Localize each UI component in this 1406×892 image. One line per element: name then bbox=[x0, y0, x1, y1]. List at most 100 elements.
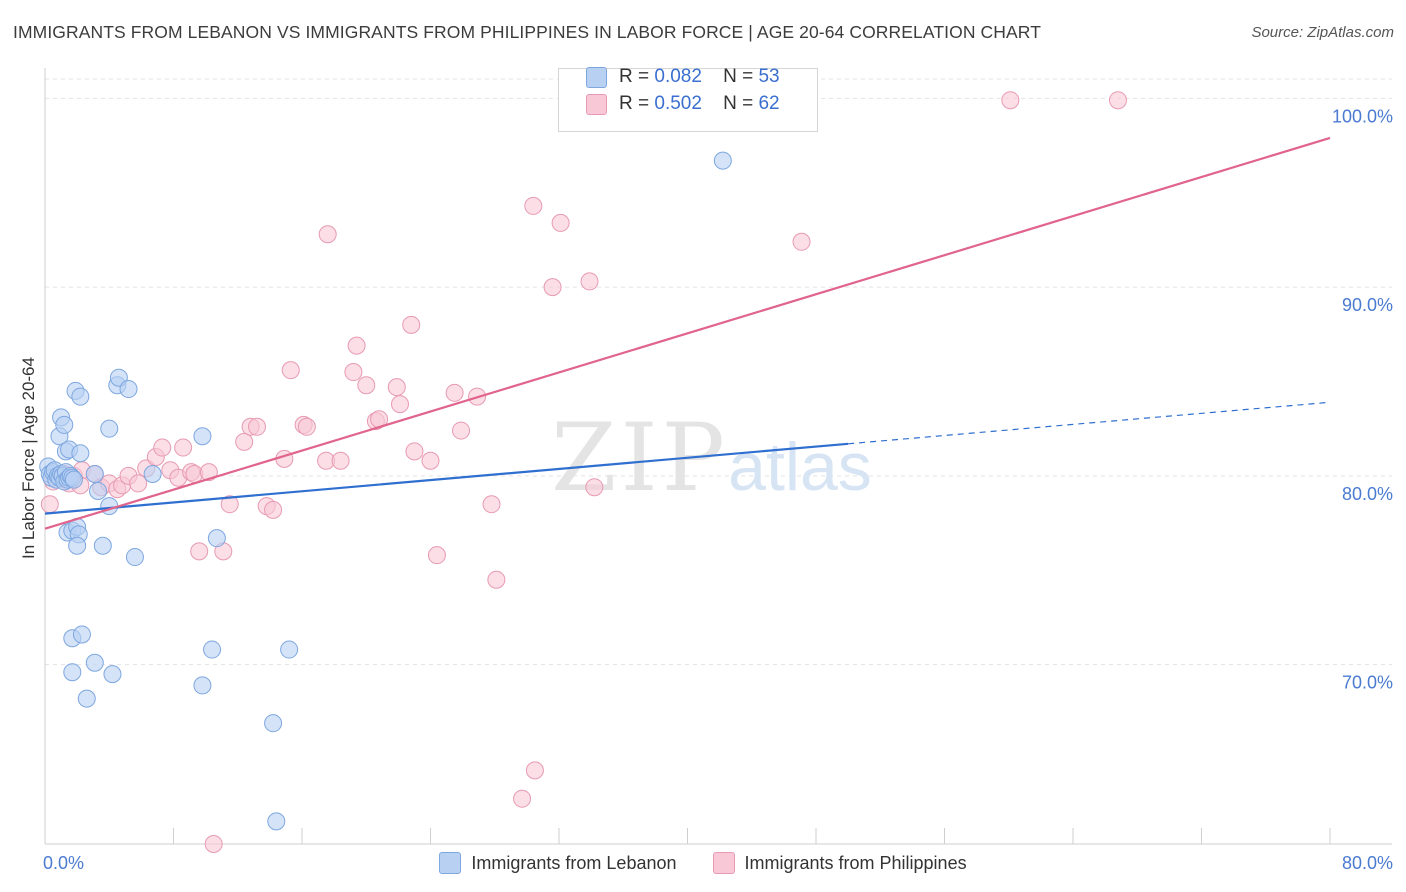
legend-n-value-philippines: 62 bbox=[758, 93, 780, 114]
data-point-lebanon bbox=[267, 812, 286, 831]
data-point-lebanon bbox=[100, 419, 119, 438]
y-tick-label: 100.0% bbox=[1332, 106, 1393, 126]
data-point-philippines bbox=[524, 196, 543, 215]
data-point-lebanon bbox=[193, 676, 212, 695]
data-point-philippines bbox=[347, 336, 366, 355]
legend-n-value-lebanon: 53 bbox=[758, 66, 780, 87]
legend-r-value-philippines: 0.502 bbox=[654, 93, 702, 114]
data-point-philippines bbox=[204, 835, 223, 853]
y-tick-label: 80.0% bbox=[1342, 484, 1393, 504]
data-point-lebanon bbox=[125, 548, 144, 567]
data-point-lebanon bbox=[93, 536, 112, 555]
trend-lines bbox=[44, 136, 1331, 530]
legend-n-label: N = bbox=[723, 93, 754, 114]
data-point-philippines bbox=[792, 232, 811, 251]
watermark-zip: ZIP bbox=[551, 404, 729, 513]
legend-text-lebanon: R = 0.082 N = 53 bbox=[619, 66, 780, 88]
data-point-lebanon bbox=[203, 640, 222, 659]
legend-r-value-lebanon: 0.082 bbox=[654, 66, 702, 87]
data-point-philippines bbox=[129, 474, 148, 493]
data-point-philippines bbox=[40, 495, 59, 514]
series-lebanon-points bbox=[39, 151, 732, 831]
series-legend-philippines[interactable]: Immigrants from Philippines bbox=[712, 852, 967, 874]
data-point-philippines bbox=[318, 225, 337, 244]
data-point-philippines bbox=[248, 417, 267, 436]
series-swatch-philippines bbox=[712, 852, 735, 874]
legend-r-label: R = bbox=[619, 93, 650, 114]
data-point-lebanon bbox=[264, 714, 283, 733]
data-point-philippines bbox=[482, 495, 501, 514]
chart-title: IMMIGRANTS FROM LEBANON VS IMMIGRANTS FR… bbox=[13, 22, 1041, 42]
data-point-philippines bbox=[297, 417, 316, 436]
data-point-lebanon bbox=[71, 387, 90, 406]
data-point-philippines bbox=[235, 432, 254, 451]
trend-line-philippines bbox=[44, 136, 1331, 530]
data-point-lebanon bbox=[64, 470, 83, 489]
data-point-philippines bbox=[174, 438, 193, 457]
data-point-lebanon bbox=[68, 536, 87, 555]
data-point-philippines bbox=[525, 761, 544, 780]
data-point-philippines bbox=[427, 546, 446, 565]
series-swatch-lebanon bbox=[439, 852, 462, 874]
series-legend: Immigrants from Lebanon Immigrants from … bbox=[0, 852, 1406, 874]
legend-swatch-philippines bbox=[586, 93, 607, 115]
legend-text-philippines: R = 0.502 N = 62 bbox=[619, 93, 780, 115]
y-tick-label: 90.0% bbox=[1342, 295, 1393, 315]
data-point-philippines bbox=[585, 478, 604, 497]
x-tick-label: 80.0% bbox=[1342, 853, 1393, 873]
watermark-atlas: atlas bbox=[728, 429, 872, 505]
data-point-philippines bbox=[344, 363, 363, 382]
axes bbox=[44, 68, 1392, 845]
data-point-lebanon bbox=[143, 464, 162, 483]
series-label-philippines: Immigrants from Philippines bbox=[744, 852, 967, 873]
watermark: ZIP atlas bbox=[551, 404, 872, 513]
data-point-lebanon bbox=[713, 151, 732, 170]
source-credit: Source: ZipAtlas.com bbox=[1251, 24, 1394, 41]
data-point-lebanon bbox=[72, 625, 91, 644]
legend-n-label: N = bbox=[723, 66, 754, 87]
data-point-lebanon bbox=[207, 529, 226, 548]
data-point-lebanon bbox=[89, 481, 108, 500]
data-point-philippines bbox=[551, 213, 570, 232]
series-label-lebanon: Immigrants from Lebanon bbox=[471, 852, 677, 873]
x-tick-label: 0.0% bbox=[43, 853, 84, 873]
data-point-philippines bbox=[220, 495, 239, 514]
data-point-philippines bbox=[153, 438, 172, 457]
data-point-philippines bbox=[281, 361, 300, 380]
y-tick-label: 70.0% bbox=[1342, 673, 1393, 693]
data-point-philippines bbox=[580, 272, 599, 291]
trend-line-lebanon bbox=[44, 442, 849, 515]
data-point-philippines bbox=[387, 378, 406, 397]
legend-swatch-lebanon bbox=[586, 66, 607, 88]
legend-r-label: R = bbox=[619, 66, 650, 87]
tick-labels: 70.0% 80.0% 90.0% 100.0% 0.0% 80.0% bbox=[43, 106, 1393, 873]
data-point-philippines bbox=[452, 421, 471, 440]
data-point-lebanon bbox=[55, 415, 74, 434]
data-point-lebanon bbox=[119, 380, 138, 399]
series-legend-lebanon[interactable]: Immigrants from Lebanon bbox=[439, 852, 677, 874]
trend-line-lebanon-extension bbox=[848, 401, 1331, 445]
data-point-lebanon bbox=[77, 689, 96, 708]
data-point-philippines bbox=[390, 395, 409, 414]
data-point-philippines bbox=[1108, 91, 1127, 110]
data-point-philippines bbox=[402, 315, 421, 334]
data-point-philippines bbox=[190, 542, 209, 561]
data-point-lebanon bbox=[85, 464, 104, 483]
data-point-philippines bbox=[1001, 91, 1020, 110]
data-point-philippines bbox=[445, 383, 464, 402]
data-point-lebanon bbox=[63, 663, 82, 682]
data-point-philippines bbox=[543, 278, 562, 297]
data-point-philippines bbox=[357, 376, 376, 395]
data-point-philippines bbox=[405, 442, 424, 461]
data-point-lebanon bbox=[193, 427, 212, 446]
data-point-philippines bbox=[421, 451, 440, 470]
correlation-legend: R = 0.082 N = 53 R = 0.502 N = 62 bbox=[558, 66, 818, 132]
data-point-philippines bbox=[199, 463, 218, 482]
data-point-philippines bbox=[264, 500, 283, 519]
data-point-lebanon bbox=[280, 640, 299, 659]
data-point-lebanon bbox=[71, 444, 90, 463]
y-axis-label: In Labor Force | Age 20-64 bbox=[19, 357, 38, 559]
data-point-lebanon bbox=[85, 653, 104, 672]
data-point-lebanon bbox=[103, 665, 122, 684]
